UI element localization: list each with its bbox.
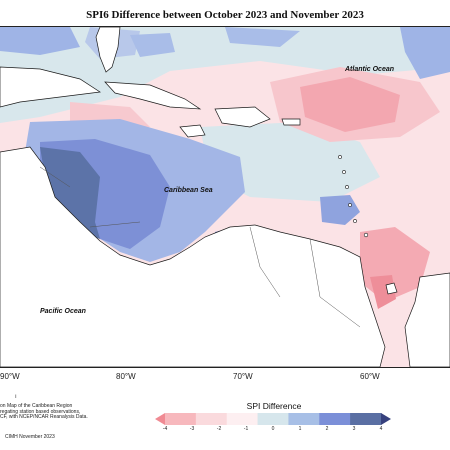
- legend-tick-label: 0: [271, 426, 275, 432]
- land-gulf-coast: [0, 66, 101, 108]
- notes-line-1: on Map of the Caribbean Region: [0, 403, 73, 409]
- blue-patch-bahamas: [225, 27, 300, 47]
- blue-patch-ne: [400, 27, 450, 79]
- legend-swatch: [288, 413, 320, 425]
- legend-swatches: [155, 413, 391, 425]
- island-antilles: [342, 170, 346, 174]
- spi-difference-map: Atlantic Ocean Caribbean Sea Pacific Oce…: [0, 26, 450, 368]
- map-title: SPI6 Difference between October 2023 and…: [86, 9, 364, 21]
- legend-tick-label: -4: [162, 426, 168, 432]
- longitude-label-70w: 70°W: [233, 372, 253, 381]
- legend-tick-label: 2: [325, 426, 329, 432]
- legend-swatch: [257, 413, 289, 425]
- legend-swatch: [381, 413, 391, 425]
- island-antilles: [345, 185, 349, 189]
- legend-tick-label: -1: [243, 426, 249, 432]
- land-central-south-america: [0, 146, 386, 367]
- pacific-ocean-label: Pacific Ocean: [40, 308, 86, 315]
- notes-line-2: regating station based observations,: [0, 408, 81, 415]
- land-cuba: [104, 81, 202, 110]
- island-antilles: [338, 155, 342, 159]
- land-florida: [95, 27, 121, 73]
- legend-tick-label: 3: [352, 426, 356, 432]
- legend-color-bar: [155, 413, 391, 425]
- map-canvas: Atlantic Ocean Caribbean Sea Pacific Oce…: [0, 27, 450, 367]
- legend-ticks: -4 -3 -2 -1 0 1 2 3 4: [155, 426, 391, 436]
- legend-swatch: [319, 413, 351, 425]
- land-guianas: [404, 272, 450, 367]
- notes-tick: ı: [15, 394, 17, 400]
- legend-title: SPI Difference: [246, 401, 302, 411]
- neutral-band-central: [200, 122, 380, 202]
- country-borders: [39, 166, 361, 328]
- deep-blue-core: [40, 147, 100, 239]
- pink-core-atlantic: [300, 77, 400, 132]
- longitude-label-80w: 80°W: [116, 372, 136, 381]
- legend-tick-label: -2: [216, 426, 222, 432]
- legend-swatch: [165, 413, 197, 425]
- blue-patch-east-caribbean: [320, 195, 360, 225]
- legend-tick-label: -3: [189, 426, 195, 432]
- land-trinidad: [385, 282, 398, 295]
- caribbean-sea-label: Caribbean Sea: [164, 187, 213, 194]
- blue-patch-nw: [0, 27, 80, 55]
- notes-line-3: CF, with NCEP/NCAR Reanalysis Data.: [0, 414, 88, 421]
- legend-tick-label: 1: [298, 426, 302, 432]
- legend-swatch: [350, 413, 382, 425]
- atlantic-ocean-label: Atlantic Ocean: [344, 66, 394, 73]
- legend-swatch: [226, 413, 259, 425]
- pink-core-guiana: [370, 275, 396, 309]
- legend-swatch: [155, 413, 165, 425]
- land-jamaica: [179, 124, 206, 138]
- map-notes: on Map of the Caribbean Region regating …: [0, 403, 110, 421]
- legend-swatch: [195, 413, 228, 425]
- island-antilles: [348, 203, 352, 207]
- longitude-label-90w: 90°W: [0, 372, 20, 381]
- land-hispaniola: [214, 106, 271, 128]
- legend-tick-label: 4: [379, 426, 383, 432]
- copyright-text: CIMH November 2023: [5, 434, 55, 440]
- island-antilles: [353, 219, 357, 223]
- longitude-label-60w: 60°W: [360, 372, 380, 381]
- island-barbados: [363, 232, 369, 238]
- blue-patch-north-small: [130, 33, 175, 57]
- land-puerto-rico: [281, 118, 301, 126]
